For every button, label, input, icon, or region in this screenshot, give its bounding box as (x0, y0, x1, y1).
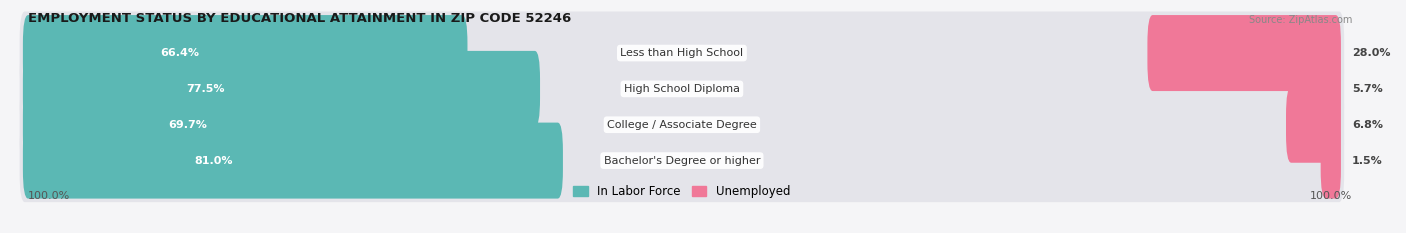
FancyBboxPatch shape (20, 83, 1344, 166)
FancyBboxPatch shape (20, 47, 1344, 130)
Text: College / Associate Degree: College / Associate Degree (607, 120, 756, 130)
FancyBboxPatch shape (20, 119, 1344, 202)
Text: 69.7%: 69.7% (169, 120, 207, 130)
Legend: In Labor Force, Unemployed: In Labor Force, Unemployed (574, 185, 790, 198)
Text: 81.0%: 81.0% (194, 156, 233, 166)
FancyBboxPatch shape (22, 15, 467, 91)
Text: 66.4%: 66.4% (160, 48, 200, 58)
Text: 100.0%: 100.0% (28, 191, 70, 201)
FancyBboxPatch shape (1320, 123, 1341, 199)
FancyBboxPatch shape (22, 87, 489, 163)
Text: 100.0%: 100.0% (1310, 191, 1353, 201)
Text: 6.8%: 6.8% (1353, 120, 1384, 130)
Text: 5.7%: 5.7% (1353, 84, 1382, 94)
Text: Source: ZipAtlas.com: Source: ZipAtlas.com (1249, 15, 1353, 25)
Text: 28.0%: 28.0% (1353, 48, 1391, 58)
Text: Less than High School: Less than High School (620, 48, 744, 58)
Text: High School Diploma: High School Diploma (624, 84, 740, 94)
FancyBboxPatch shape (1147, 15, 1341, 91)
Text: 77.5%: 77.5% (186, 84, 225, 94)
FancyBboxPatch shape (1294, 51, 1341, 127)
FancyBboxPatch shape (22, 51, 540, 127)
FancyBboxPatch shape (22, 123, 562, 199)
FancyBboxPatch shape (20, 11, 1344, 95)
Text: EMPLOYMENT STATUS BY EDUCATIONAL ATTAINMENT IN ZIP CODE 52246: EMPLOYMENT STATUS BY EDUCATIONAL ATTAINM… (28, 12, 571, 25)
FancyBboxPatch shape (1286, 87, 1341, 163)
Text: Bachelor's Degree or higher: Bachelor's Degree or higher (603, 156, 761, 166)
Text: 1.5%: 1.5% (1353, 156, 1382, 166)
